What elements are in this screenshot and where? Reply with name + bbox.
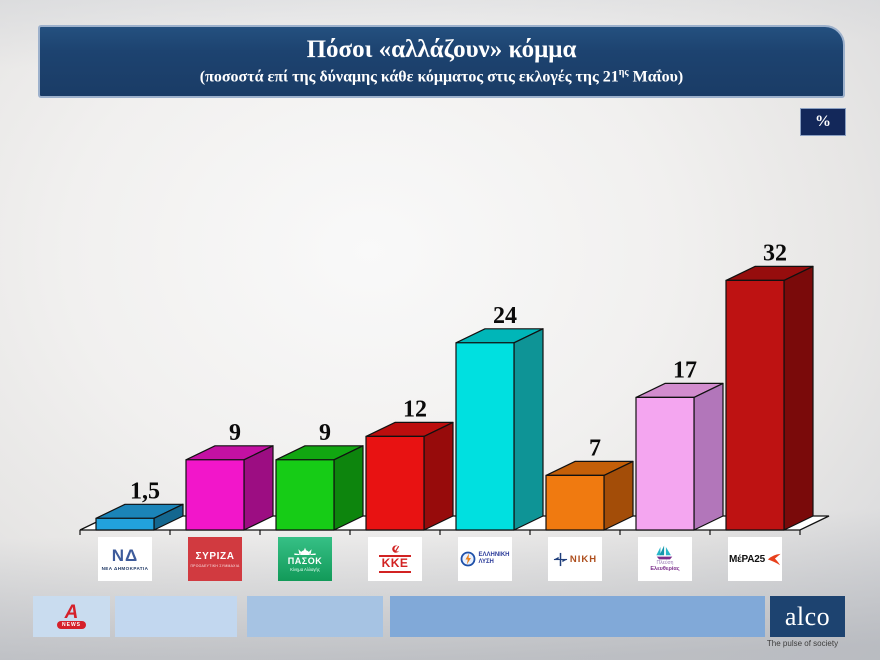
bar-value-label: 32 (763, 240, 787, 266)
bar-front-face (185, 459, 245, 531)
bar-7: 17 (635, 357, 724, 531)
bar-8: 32 (725, 240, 814, 531)
party-logo-pasok: ΠΑΣΟΚ Κίνημα Αλλαγής (278, 537, 332, 581)
bar-value-label: 17 (673, 357, 697, 383)
bar-side-face (513, 328, 544, 531)
bar-4: 12 (365, 396, 454, 531)
footer-tile-alpha: A NEWS (33, 596, 110, 637)
pasok-sublabel: Κίνημα Αλλαγής (290, 567, 320, 572)
elliniki-label: ΕΛΛΗΝΙΚΗ (478, 552, 510, 559)
subtitle-suffix: Μαΐου) (628, 68, 684, 86)
bar-value-label: 12 (403, 396, 427, 422)
niki-label: ΝΙΚΗ (569, 553, 598, 565)
bar-value-label: 9 (229, 420, 241, 446)
subtitle-superscript: ης (618, 67, 629, 79)
bar-front-face (455, 342, 515, 531)
party-logo-kke: ΚΚΕ (368, 537, 422, 581)
plefsi-label: Πλεύση (656, 560, 674, 567)
bar-side-face (693, 382, 724, 531)
footer-tile-3 (247, 596, 383, 637)
party-logo-syriza: ΣΥΡΙΖΑ ΠΡΟΟΔΕΥΤΙΚΗ ΣΥΜΜΑΧΙΑ (188, 537, 242, 581)
bar-front-face (365, 435, 425, 531)
eleftherias-label: Ελευθερίας (650, 566, 680, 573)
party-logo-plefsi-eleftherias: Πλεύση Ελευθερίας (638, 537, 692, 581)
page-subtitle: (ποσοστά επί της δύναμης κάθε κόμματος σ… (200, 67, 684, 86)
bar-1: 1,5 (95, 478, 184, 531)
alpha-letter-icon: A (64, 602, 79, 624)
bar-value-label: 7 (589, 435, 601, 461)
kke-hammer-sickle-icon (391, 545, 399, 554)
percent-unit-badge: % (800, 108, 846, 136)
alco-brand-text: alco (784, 601, 831, 631)
bar-side-face (783, 265, 814, 531)
title-banner: Πόσοι «αλλάζουν» κόμμα (ποσοστά επί της … (38, 25, 845, 98)
niki-emblem-icon (553, 552, 567, 566)
sailboat-icon (656, 545, 673, 560)
bar-side-face (333, 445, 364, 531)
bar-front-face (275, 459, 335, 531)
alco-tagline: The pulse of society (766, 639, 839, 648)
bar-5: 24 (455, 303, 544, 531)
subtitle-prefix: (ποσοστά επί της δύναμης κάθε κόμματος σ… (199, 68, 619, 86)
pasok-sun-icon (294, 547, 316, 555)
party-logo-nea-dimokratia: ΝΔ ΝΕΑ ΔΗΜΟΚΡΑΤΙΑ (98, 537, 152, 581)
party-logo-niki: ΝΙΚΗ (548, 537, 602, 581)
pasok-label: ΠΑΣΟΚ (287, 556, 323, 566)
page-title: Πόσοι «αλλάζουν» κόμμα (306, 36, 577, 64)
bar-side-face (243, 445, 274, 531)
alco-logo: alco (770, 596, 845, 637)
bar-front-face (725, 279, 785, 531)
bar-front-face (635, 396, 695, 531)
lysi-label: ΛΥΣΗ (478, 559, 494, 565)
party-logo-elliniki-lysi: ΕΛΛΗΝΙΚΗ ΛΥΣΗ (458, 537, 512, 581)
footer-tile-2 (115, 596, 237, 637)
bar-value-label: 9 (319, 420, 331, 446)
alpha-news-logo: A NEWS (33, 596, 110, 637)
elliniki-lysi-emblem-icon (461, 551, 476, 567)
bar-3: 9 (275, 420, 364, 531)
bar-value-label: 1,5 (130, 478, 160, 504)
syriza-label: ΣΥΡΙΖΑ (195, 550, 235, 562)
syriza-sublabel: ΠΡΟΟΔΕΥΤΙΚΗ ΣΥΜΜΑΧΙΑ (190, 563, 240, 568)
bar-2: 9 (185, 420, 274, 531)
swallow-bird-icon (767, 553, 781, 565)
mera25-label: ΜέΡΑ25 (729, 553, 765, 565)
bar-6: 7 (545, 435, 634, 531)
party-logo-mera25: ΜέΡΑ25 (728, 537, 782, 581)
nd-monogram-icon: ΝΔ (111, 546, 139, 565)
bar-value-label: 24 (493, 303, 517, 329)
footer-tile-4 (390, 596, 765, 637)
alpha-news-pill: NEWS (57, 620, 86, 629)
bar-front-face (545, 474, 605, 531)
nd-label: ΝΕΑ ΔΗΜΟΚΡΑΤΙΑ (101, 566, 149, 571)
bar-side-face (423, 421, 454, 531)
kke-label: ΚΚΕ (381, 556, 409, 571)
bar-front-face (95, 517, 155, 531)
